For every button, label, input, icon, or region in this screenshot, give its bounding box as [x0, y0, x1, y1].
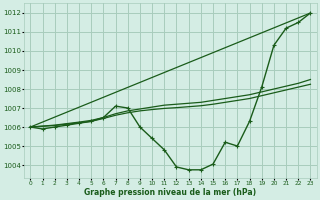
X-axis label: Graphe pression niveau de la mer (hPa): Graphe pression niveau de la mer (hPa) [84, 188, 256, 197]
